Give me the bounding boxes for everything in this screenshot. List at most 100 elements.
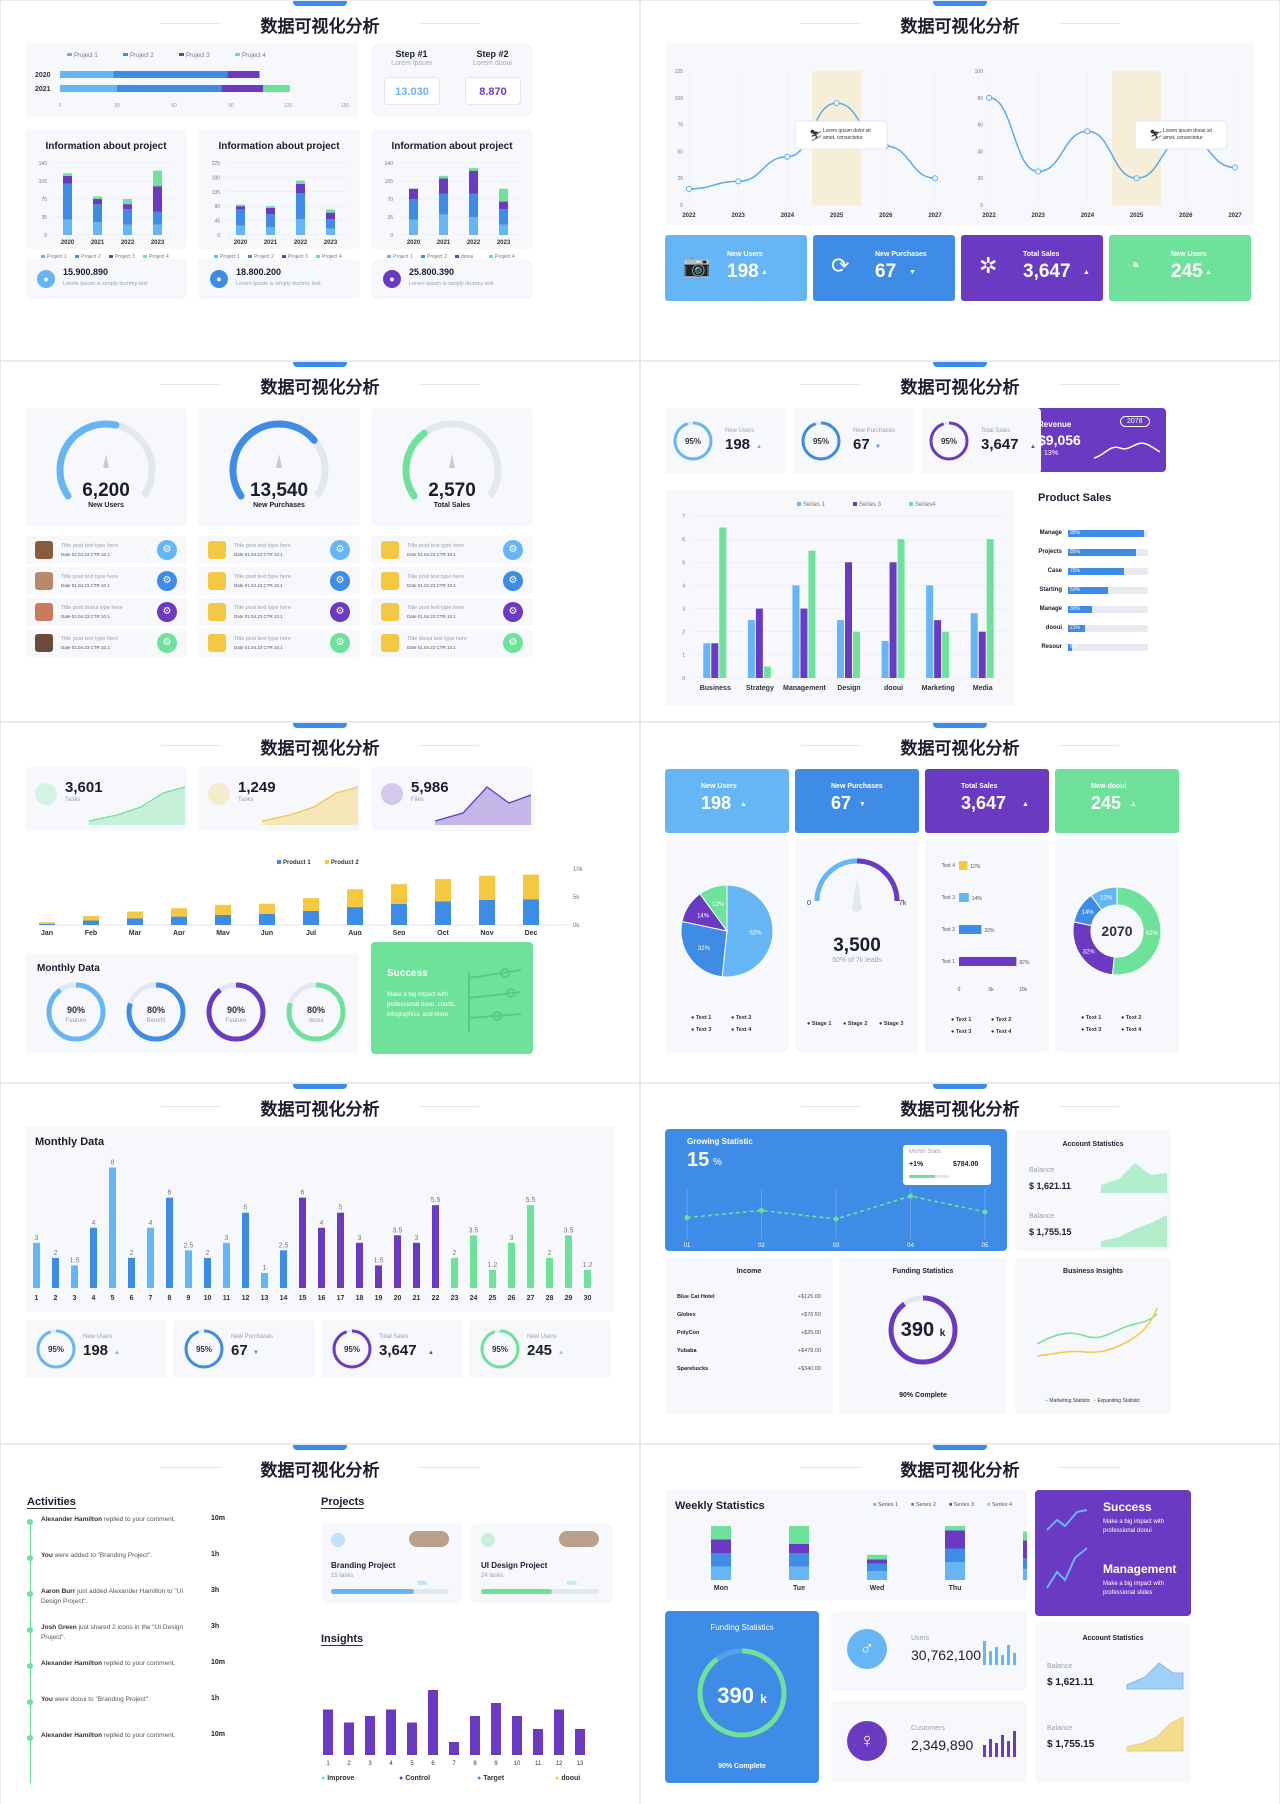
- ring-kpi-card: 95% New Purchases 67 ▼: [793, 408, 913, 474]
- activity-actor: Alexander Hamilton: [41, 1516, 104, 1523]
- growing-card: Growing Statistic 15 % 01 02 03 04 05 Month …: [665, 1129, 1007, 1251]
- tick-label: 60: [977, 123, 983, 129]
- ring-pct: 95%: [196, 1345, 212, 1354]
- bar: [881, 640, 889, 678]
- flame-icon: ●: [210, 270, 228, 288]
- bar-segment: [867, 1554, 887, 1560]
- tick-label: 30: [114, 103, 120, 109]
- category-label: Marketing: [922, 685, 955, 692]
- avatar: [208, 634, 226, 652]
- gear-icon: ⚙: [157, 571, 177, 591]
- category-label: Management: [783, 685, 826, 692]
- legend-item: ● Text 4: [991, 1029, 1012, 1035]
- bar: [344, 1722, 354, 1755]
- bar-segment: [499, 224, 508, 235]
- bar-segment: [171, 916, 187, 925]
- bar: [763, 666, 771, 678]
- step-value: 13.030: [384, 77, 440, 105]
- gauge-chart: [56, 420, 156, 500]
- post-row: Title post text type here Date 01.04.23 C…: [25, 629, 187, 657]
- income-value: +$76.50: [800, 1312, 821, 1318]
- legend-swatch: [109, 255, 113, 258]
- kpi-arrow: ▲: [1130, 801, 1137, 808]
- timeline-dot: [27, 1519, 33, 1525]
- tick-label: 105: [385, 179, 394, 185]
- post-meta: Date 01.04.23 CTR 10.1: [234, 583, 283, 588]
- avatar: [35, 541, 53, 559]
- bar-segment: [153, 211, 162, 225]
- tick-label: 20: [977, 176, 983, 182]
- tooltip-text: amet, consectetur: [1163, 135, 1203, 141]
- kpi-card: New Purchases 67 ▼: [795, 769, 919, 833]
- income-name: Yubaba: [677, 1348, 697, 1354]
- progress-fill: [331, 1589, 414, 1594]
- kpi-label: Total Sales: [981, 428, 1011, 434]
- pie-card: 62% 32% 14% 12% ● Text 1 ● Text 2 ● Text 3 ● T…: [665, 839, 789, 1053]
- doc-icon: [35, 783, 57, 805]
- legend-label: Project 3: [115, 254, 135, 260]
- sparkline-area: [435, 787, 531, 825]
- bar-label: 3: [510, 1235, 514, 1242]
- category-label: 2: [347, 1761, 351, 1767]
- slide-title: 数据可视化分析: [900, 17, 1020, 36]
- tick-label: 2027: [1228, 213, 1242, 219]
- bar-label: 3: [358, 1235, 362, 1242]
- gauge-min: 0: [807, 900, 811, 907]
- step-label: Step #2: [476, 49, 509, 59]
- tick-label: 2026: [879, 213, 893, 219]
- legend-swatch: [797, 502, 801, 506]
- bar: [703, 643, 711, 678]
- bar-segment: [123, 209, 132, 225]
- kpi-arrow: ▼: [875, 444, 881, 450]
- post-title: Title post text type here: [61, 543, 118, 549]
- legend-item: ■ Series 3: [949, 1502, 974, 1508]
- bar-segment: [435, 879, 451, 902]
- stat-value: 15.900.890: [63, 267, 109, 277]
- project-tasks: 24 tasks: [481, 1573, 504, 1579]
- kpi-label: New Users: [527, 1334, 557, 1340]
- bar-label: 1.5: [70, 1257, 80, 1264]
- activities-title: Activities: [27, 1496, 76, 1509]
- ring-progress: [332, 1329, 372, 1369]
- bar-label: 2: [453, 1250, 457, 1257]
- bar: [527, 1205, 534, 1288]
- slide-tab: [933, 1445, 987, 1450]
- tick-label: 10k: [1019, 987, 1028, 993]
- donut-chart: 62% 32% 14% 12% 2070: [1072, 886, 1162, 976]
- step-sub: Lorem dooui: [473, 60, 512, 67]
- success-title: Success: [1103, 1500, 1152, 1514]
- top-label: Tasks: [238, 797, 254, 803]
- product-bar: [1068, 587, 1108, 594]
- ring-pct: 95%: [813, 437, 829, 446]
- category-label: 2021: [264, 240, 278, 246]
- gear-icon: ⚙: [503, 540, 523, 560]
- ring-label: dooui: [309, 1018, 324, 1024]
- gauge-label: New Users: [88, 502, 124, 509]
- bar-segment: [83, 916, 99, 921]
- bar-segment: [296, 193, 305, 219]
- bar-segment: [60, 71, 114, 78]
- category-label: 5: [111, 1295, 115, 1302]
- ring-label: Benefit: [147, 1018, 166, 1024]
- bar-segment: [127, 918, 143, 925]
- bar: [90, 1227, 97, 1288]
- activity-actor: Josh Green: [41, 1624, 79, 1631]
- bar: [719, 527, 727, 678]
- category-label: Text 4: [942, 863, 956, 869]
- bar-label: 2: [548, 1250, 552, 1257]
- title-rule: [1059, 745, 1119, 746]
- series-bar-card: Series 1 Series 3 Series4 0 1 2 3 4 5 6 7 Business S…: [665, 490, 1015, 706]
- project-name: Branding Project: [331, 1561, 396, 1570]
- tick-label: 2022: [982, 213, 996, 219]
- bar-segment: [469, 193, 478, 217]
- top-label: Tasks: [65, 797, 81, 803]
- legend-swatch: ■: [911, 1502, 916, 1508]
- tick-label: 04: [907, 1243, 914, 1249]
- ring-pct: 95%: [492, 1345, 508, 1354]
- tick-label: 5k: [988, 987, 994, 993]
- growing-line-chart: 01 02 03 04 05: [684, 1189, 989, 1249]
- kpi-arrow: ▲: [558, 1350, 564, 1356]
- legend-swatch: [421, 255, 425, 258]
- category-label: 2021: [35, 86, 51, 93]
- insights-card: Business Insights ━ Marketing Statistic …: [1015, 1258, 1171, 1414]
